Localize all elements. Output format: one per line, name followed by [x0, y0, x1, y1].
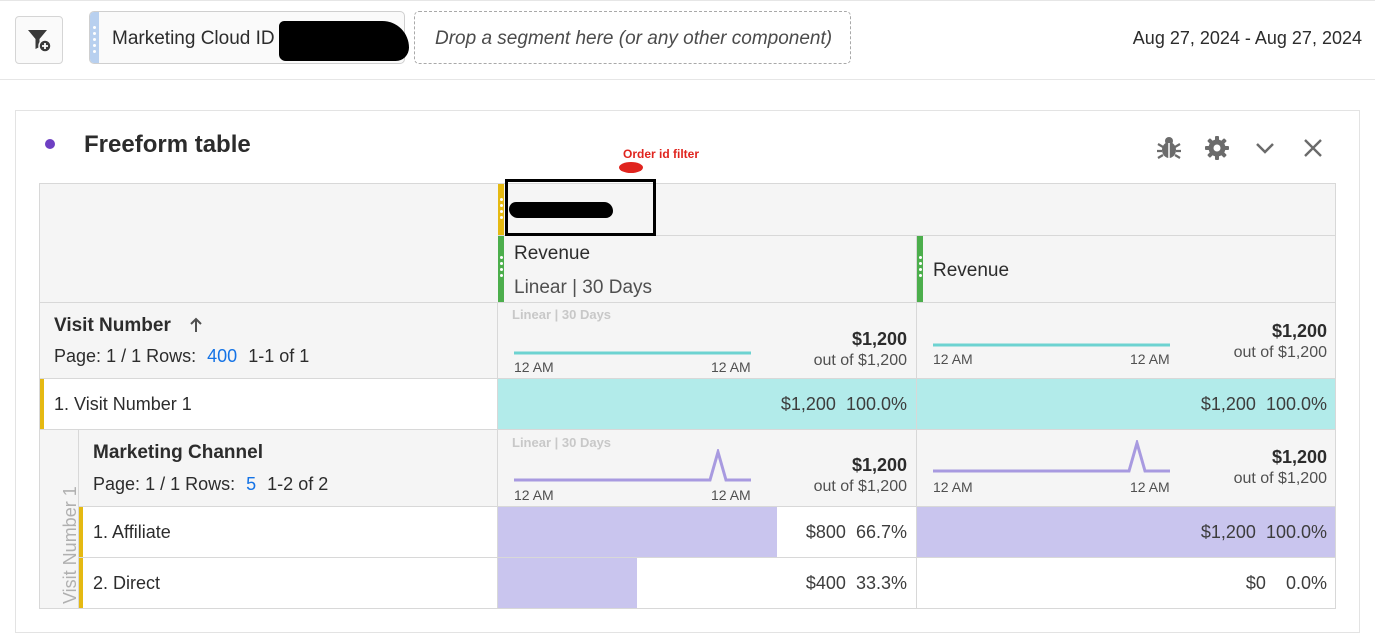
sparkline: [933, 440, 1170, 473]
table-cell-col1[interactable]: $1,200 100.0%: [498, 379, 917, 430]
row-label: 2. Direct: [93, 573, 161, 593]
column-total-sub: out of $1,200: [813, 352, 907, 369]
table-row-label[interactable]: 1. Visit Number 1: [40, 379, 498, 430]
tick-end: 12 AM: [1130, 479, 1170, 495]
rows-selector[interactable]: 5: [246, 474, 257, 494]
annotation-box: [505, 179, 656, 236]
breakdown-total-col2: 12 AM 12 AM $1,200 out of $1,200: [917, 430, 1335, 507]
annotation-mark: [619, 162, 643, 173]
table-cell-col1[interactable]: $400 33.3%: [498, 558, 917, 608]
filter-bar: Marketing Cloud ID Drop a segment here (…: [0, 0, 1375, 80]
breakdown-dimension-name[interactable]: Marketing Channel: [93, 442, 263, 463]
table-row-label[interactable]: 1. Affiliate: [79, 507, 498, 558]
chevron-down-icon[interactable]: [1250, 133, 1280, 163]
metric-name: Revenue: [514, 243, 591, 264]
segment-header[interactable]: [498, 184, 1335, 236]
redaction-mark: [509, 202, 613, 218]
segment-drop-zone[interactable]: Drop a segment here (or any other compon…: [414, 11, 851, 64]
column-total-sub: out of $1,200: [1233, 470, 1327, 487]
column-total: $1,200: [1271, 447, 1327, 467]
filter-add-icon: [28, 30, 52, 53]
tick-end: 12 AM: [711, 359, 751, 375]
value-bar: [498, 507, 777, 557]
bug-icon[interactable]: [1154, 133, 1184, 163]
header-corner: [40, 184, 498, 303]
panel-title: Freeform table: [84, 131, 251, 158]
cell-value: $800 66.7%: [805, 522, 907, 542]
rows-selector[interactable]: 400: [207, 346, 238, 366]
cell-value: $1,200 100.0%: [1200, 522, 1327, 542]
metric-header-revenue-attributed[interactable]: Revenue Linear | 30 Days: [498, 236, 917, 303]
total-cell-col2: 12 AM 12 AM $1,200 out of $1,200: [917, 303, 1335, 379]
row-label: 1. Affiliate: [93, 522, 171, 542]
column-total: $1,200: [851, 455, 907, 475]
dimension-name[interactable]: Visit Number: [54, 315, 171, 336]
table-cell-col1[interactable]: $800 66.7%: [498, 507, 917, 558]
breakdown-parent-label: Visit Number 1: [60, 486, 80, 604]
sparkline: [514, 449, 751, 482]
table-cell-col2[interactable]: $0 0.0%: [917, 558, 1335, 608]
panel-status-dot: [45, 139, 55, 149]
arrow-up-icon[interactable]: [188, 316, 204, 334]
metric-drag-handle[interactable]: [917, 236, 923, 302]
total-cell-col1: Linear | 30 Days 12 AM 12 AM $1,200 out …: [498, 303, 917, 379]
table-cell-col2[interactable]: $1,200 100.0%: [917, 379, 1335, 430]
cell-value: $1,200 100.0%: [780, 394, 907, 414]
table-row-label[interactable]: 2. Direct: [79, 558, 498, 608]
table-border: [39, 183, 1336, 609]
sparkline: [933, 343, 1170, 347]
segment-drag-handle[interactable]: [498, 184, 504, 235]
metric-header-revenue[interactable]: Revenue: [917, 236, 1335, 303]
drag-handle[interactable]: [90, 12, 99, 63]
breakdown-dimension-header: Marketing Channel Page: 1 / 1 Rows: 5 1-…: [79, 430, 498, 507]
freeform-table: Revenue Linear | 30 Days Revenue Visit N…: [39, 179, 1336, 609]
column-total: $1,200: [1271, 321, 1327, 341]
metric-drag-handle[interactable]: [498, 236, 504, 302]
row-marker: [79, 507, 83, 557]
column-total-sub: out of $1,200: [1233, 344, 1327, 361]
tick-start: 12 AM: [933, 479, 973, 495]
tick-start: 12 AM: [933, 351, 973, 367]
metric-name: Revenue: [933, 260, 1010, 281]
attribution-model: Linear | 30 Days: [514, 277, 653, 298]
row-marker: [79, 558, 83, 608]
pagination-info: Page: 1 / 1 Rows: 5 1-2 of 2: [93, 474, 329, 494]
attribution-watermark: Linear | 30 Days: [512, 435, 612, 450]
tick-start: 12 AM: [514, 359, 554, 375]
row-label: 1. Visit Number 1: [54, 394, 192, 414]
value-bar: [917, 379, 1335, 429]
add-filter-button[interactable]: [15, 16, 63, 64]
close-icon[interactable]: [1298, 133, 1328, 163]
row-marker: [40, 379, 44, 429]
cell-value: $1,200 100.0%: [1200, 394, 1327, 414]
tick-start: 12 AM: [514, 487, 554, 503]
value-bar: [917, 507, 1335, 557]
pagination-info: Page: 1 / 1 Rows: 400 1-1 of 1: [54, 346, 310, 366]
tick-end: 12 AM: [711, 487, 751, 503]
column-total: $1,200: [851, 329, 907, 349]
column-total-sub: out of $1,200: [813, 478, 907, 495]
breakdown-total-col1: Linear | 30 Days 12 AM 12 AM $1,200 out …: [498, 430, 917, 507]
segment-label: Marketing Cloud ID: [112, 28, 275, 49]
cell-value: $400 33.3%: [805, 573, 907, 593]
tick-end: 12 AM: [1130, 351, 1170, 367]
gear-icon[interactable]: [1202, 133, 1232, 163]
date-range[interactable]: Aug 27, 2024 - Aug 27, 2024: [1132, 28, 1362, 48]
drop-zone-text: Drop a segment here (or any other compon…: [435, 28, 833, 49]
value-bar: [498, 558, 638, 608]
redaction-mark: [279, 21, 409, 61]
breakdown-side-label: Visit Number 1: [40, 430, 80, 608]
cell-value: $0 0.0%: [1245, 573, 1327, 593]
table-cell-col2[interactable]: $1,200 100.0%: [917, 507, 1335, 558]
annotation-label: Order id filter: [623, 147, 700, 161]
value-bar: [498, 379, 916, 429]
sparkline: [514, 351, 751, 355]
dimension-header: Visit Number Page: 1 / 1 Rows: 400 1-1 o…: [40, 303, 498, 379]
attribution-watermark: Linear | 30 Days: [512, 307, 612, 322]
